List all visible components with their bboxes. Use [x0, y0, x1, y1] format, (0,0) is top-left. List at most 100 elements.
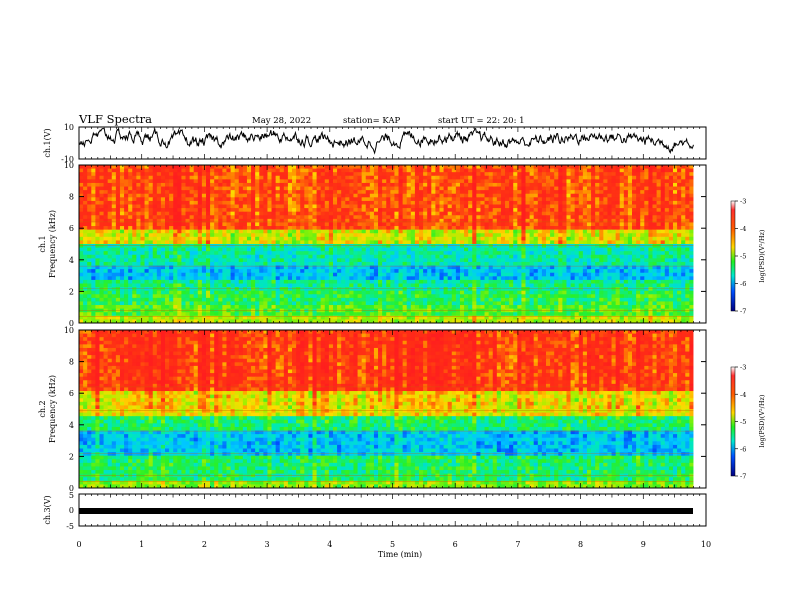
ch1-spec-cell: [95, 251, 100, 256]
ch1-spec-cell: [124, 272, 129, 277]
ch1-spec-cell: [369, 240, 375, 245]
ch1-spec-cell: [169, 222, 174, 227]
ch1-spec-cell: [459, 204, 465, 209]
ch1-spec-cell: [296, 200, 301, 205]
ch1-spec-cell: [357, 197, 363, 202]
ch1-spec-cell: [484, 251, 490, 256]
ch1-spec-cell: [378, 272, 383, 277]
ch1-spec-cell: [644, 254, 649, 259]
ch1-spec-cell: [611, 265, 617, 270]
ch1-spec-cell: [242, 240, 248, 245]
ch1-spec-cell: [492, 244, 498, 248]
ch1-spec-cell: [455, 258, 461, 263]
ch1-spec-cell: [558, 226, 563, 231]
ch1-spec-cell: [160, 222, 166, 227]
ch1-spec-cell: [238, 265, 244, 270]
ch1-spec-cell: [234, 168, 240, 173]
ch1-spec-cell: [242, 197, 248, 202]
ch1-spec-cell: [443, 236, 449, 241]
ch1-spec-cell: [95, 208, 100, 213]
ch1-spec-cell: [402, 265, 408, 270]
ch1-spec-cell: [607, 236, 612, 241]
ch1-spec-cell: [238, 179, 244, 184]
ch1-spec-cell: [103, 211, 109, 216]
ch1-spec-cell: [611, 269, 617, 274]
ch1-spec-cell: [316, 247, 322, 252]
ch1-spec-cell: [414, 175, 420, 180]
ch1-spec-cell: [607, 229, 612, 234]
ch1-spec-cell: [500, 244, 506, 248]
ch1-spec-cell: [263, 236, 268, 241]
ch1-spec-cell: [435, 208, 440, 213]
ch1-spec-cell: [173, 190, 178, 195]
ch1-spec-cell: [378, 251, 383, 256]
ch1-spec-cell: [312, 272, 317, 277]
ch1-spec-cell: [95, 265, 100, 270]
ch1-spec-cell: [87, 254, 92, 259]
ch1-spec-cell: [664, 179, 670, 184]
ch1-spec-cell: [242, 190, 248, 195]
ch1-spec-cell: [652, 200, 657, 205]
ch1-spec-cell: [353, 182, 358, 187]
ch1-spec-cell: [574, 236, 580, 241]
ch1-spec-cell: [328, 211, 334, 216]
ch1-spec-cell: [656, 272, 662, 277]
ch1-spec-cell: [689, 190, 694, 195]
ch1-spec-cell: [599, 229, 604, 234]
ch1-spec-cell: [115, 179, 121, 184]
ch1-spec-cell: [480, 222, 485, 227]
ch1-spec-cell: [210, 204, 215, 209]
ch1-spec-cell: [279, 204, 285, 209]
ch1-spec-cell: [603, 222, 608, 227]
ch1-spec-cell: [419, 175, 424, 180]
ch1-spec-cell: [332, 193, 338, 198]
ch1-spec-cell: [468, 190, 473, 195]
ch1-spec-cell: [185, 247, 191, 252]
ch1-spec-cell: [107, 165, 113, 169]
ch1-spec-cell: [607, 182, 612, 187]
ch1-spec-cell: [672, 247, 678, 252]
ch1-spec-cell: [443, 244, 449, 248]
ch1-spec-cell: [476, 276, 481, 281]
ch1-spec-cell: [406, 218, 412, 223]
ch1-spec-cell: [451, 211, 457, 216]
ch1-spec-cell: [156, 165, 162, 169]
ch1-spec-cell: [476, 172, 481, 177]
ch1-spec-cell: [496, 197, 502, 202]
ch1-spec-cell: [287, 179, 293, 184]
ch1-spec-cell: [550, 236, 555, 241]
ch1-spec-cell: [636, 193, 641, 198]
ch1-spec-cell: [365, 165, 371, 169]
ch1-spec-cell: [447, 200, 453, 205]
ch1-spec-cell: [496, 254, 502, 259]
ch1-spec-cell: [652, 193, 657, 198]
ch1-spec-cell: [382, 276, 387, 281]
ch1-spec-cell: [283, 254, 289, 259]
ch1-spec-cell: [361, 186, 367, 191]
ch1-spec-cell: [255, 269, 260, 274]
ch1-spec-cell: [205, 226, 211, 231]
ch1-spec-cell: [246, 261, 252, 266]
ch1-spec-cell: [509, 265, 514, 270]
ch1-spec-cell: [214, 272, 219, 277]
ch1-spec-cell: [242, 244, 248, 248]
ch1-spec-cell: [505, 190, 510, 195]
ch1-spec-cell: [234, 272, 240, 277]
ch1-spec-cell: [664, 258, 670, 263]
ch1-spec-cell: [570, 190, 576, 195]
ch1-spec-cell: [238, 269, 244, 274]
ch1-spec-cell: [668, 204, 674, 209]
ch1-spec-cell: [644, 261, 649, 266]
ch1-spec-cell: [193, 179, 199, 184]
ch1-spec-cell: [140, 193, 145, 198]
ch1-spec-cell: [160, 240, 166, 245]
ch1-spec-cell: [300, 218, 305, 223]
ch1-spec-cell: [619, 269, 625, 274]
ch1-spec-cell: [91, 211, 96, 216]
ch1-spec-cell: [472, 179, 477, 184]
ch1-spec-cell: [91, 165, 96, 169]
ch1-spec-cell: [251, 265, 256, 270]
ch1-spec-cell: [648, 258, 653, 263]
ch1-spec-cell: [509, 208, 514, 213]
ch1-spec-cell: [87, 197, 92, 202]
